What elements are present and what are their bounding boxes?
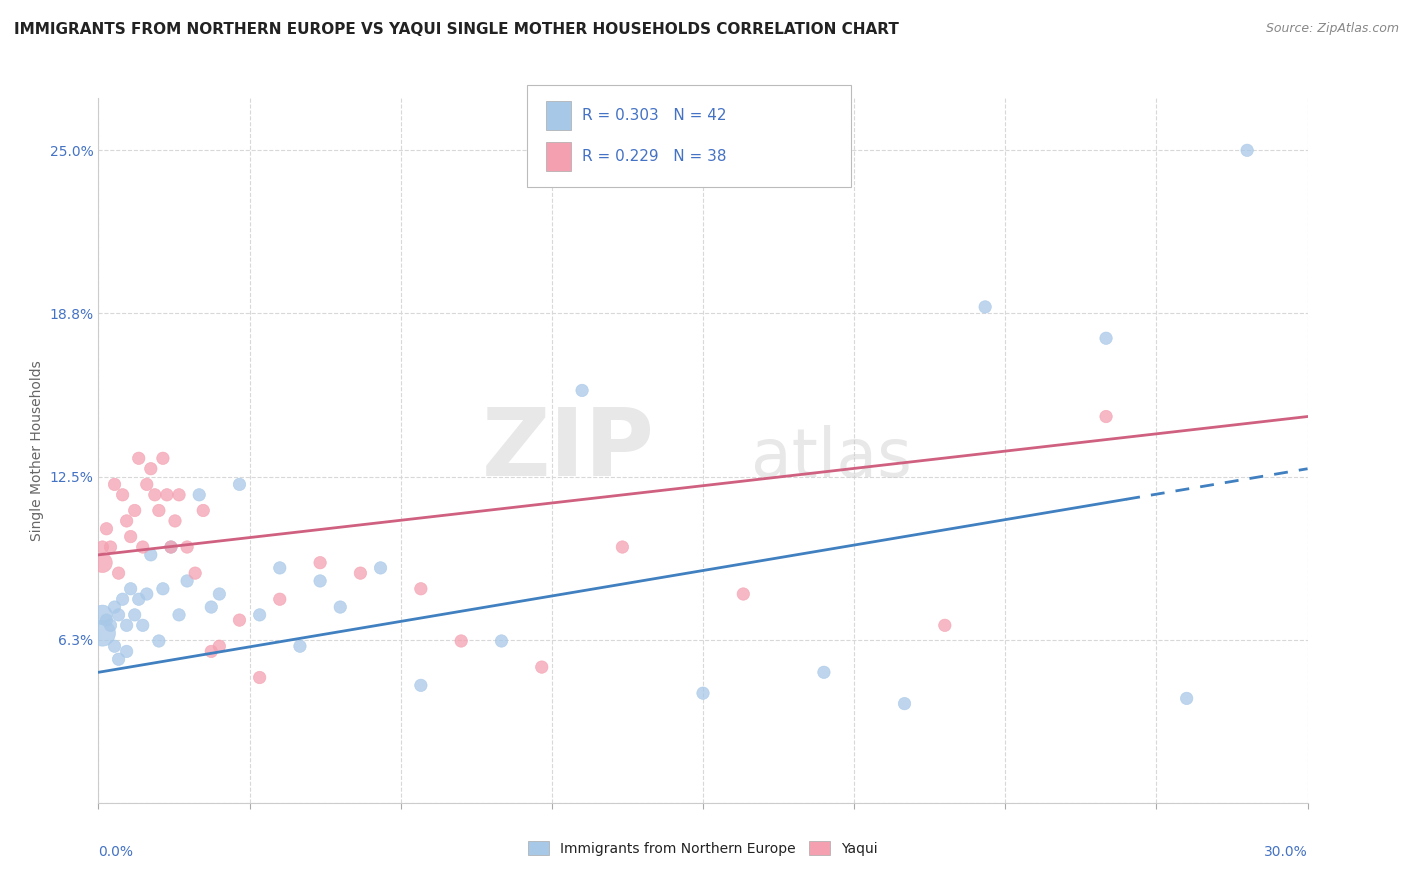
Point	[1095, 331, 1118, 345]
Text: ZIP: ZIP	[482, 404, 655, 497]
Point	[132, 540, 155, 554]
Point	[1175, 691, 1198, 706]
Point	[120, 530, 142, 544]
Point	[974, 300, 997, 314]
Point	[128, 592, 150, 607]
Point	[148, 634, 170, 648]
Point	[176, 540, 198, 554]
Point	[103, 639, 125, 653]
Point	[120, 582, 142, 596]
Point	[91, 540, 114, 554]
Text: R = 0.303   N = 42: R = 0.303 N = 42	[582, 108, 727, 123]
Point	[139, 461, 162, 475]
Point	[188, 488, 211, 502]
Point	[152, 582, 174, 596]
Point	[200, 644, 222, 658]
Point	[450, 634, 472, 648]
Point	[612, 540, 634, 554]
Point	[530, 660, 553, 674]
Point	[139, 548, 162, 562]
Point	[96, 613, 118, 627]
Point	[103, 600, 125, 615]
Point	[200, 600, 222, 615]
Point	[107, 652, 129, 666]
Point	[115, 514, 138, 528]
Point	[128, 451, 150, 466]
Point	[152, 451, 174, 466]
Point	[107, 607, 129, 622]
Point	[269, 561, 291, 575]
Point	[309, 574, 332, 588]
Point	[733, 587, 755, 601]
Point	[148, 503, 170, 517]
Point	[288, 639, 311, 653]
Point	[228, 477, 250, 491]
Point	[111, 592, 134, 607]
Point	[100, 540, 122, 554]
Point	[91, 556, 114, 570]
Point	[115, 618, 138, 632]
Point	[1236, 144, 1258, 158]
Point	[409, 678, 432, 692]
Point	[193, 503, 215, 517]
Point	[124, 503, 146, 517]
Point	[91, 626, 114, 640]
Point	[409, 582, 432, 596]
Point	[143, 488, 166, 502]
Point	[160, 540, 183, 554]
Point	[167, 488, 190, 502]
Point	[135, 477, 157, 491]
Point	[269, 592, 291, 607]
Point	[813, 665, 835, 680]
Point	[893, 697, 915, 711]
Point	[208, 587, 231, 601]
Point	[124, 607, 146, 622]
Point	[370, 561, 392, 575]
Point	[111, 488, 134, 502]
Point	[571, 384, 593, 398]
Y-axis label: Single Mother Households: Single Mother Households	[30, 360, 44, 541]
Point	[208, 639, 231, 653]
Point	[96, 522, 118, 536]
Point	[107, 566, 129, 581]
Text: atlas: atlas	[751, 425, 912, 491]
Point	[329, 600, 352, 615]
Point	[163, 514, 186, 528]
Point	[115, 644, 138, 658]
Point	[100, 618, 122, 632]
Point	[132, 618, 155, 632]
Point	[491, 634, 513, 648]
Text: 0.0%: 0.0%	[98, 845, 134, 859]
Legend: Immigrants from Northern Europe, Yaqui: Immigrants from Northern Europe, Yaqui	[529, 841, 877, 855]
Point	[934, 618, 956, 632]
Point	[103, 477, 125, 491]
Text: Source: ZipAtlas.com: Source: ZipAtlas.com	[1265, 22, 1399, 36]
Text: IMMIGRANTS FROM NORTHERN EUROPE VS YAQUI SINGLE MOTHER HOUSEHOLDS CORRELATION CH: IMMIGRANTS FROM NORTHERN EUROPE VS YAQUI…	[14, 22, 898, 37]
Text: R = 0.229   N = 38: R = 0.229 N = 38	[582, 149, 727, 164]
Point	[184, 566, 207, 581]
Point	[309, 556, 332, 570]
Point	[349, 566, 371, 581]
Point	[249, 607, 271, 622]
Point	[160, 540, 183, 554]
Point	[135, 587, 157, 601]
Point	[1095, 409, 1118, 424]
Point	[156, 488, 179, 502]
Point	[91, 607, 114, 622]
Point	[167, 607, 190, 622]
Point	[249, 671, 271, 685]
Point	[176, 574, 198, 588]
Point	[692, 686, 714, 700]
Text: 30.0%: 30.0%	[1264, 845, 1308, 859]
Point	[228, 613, 250, 627]
